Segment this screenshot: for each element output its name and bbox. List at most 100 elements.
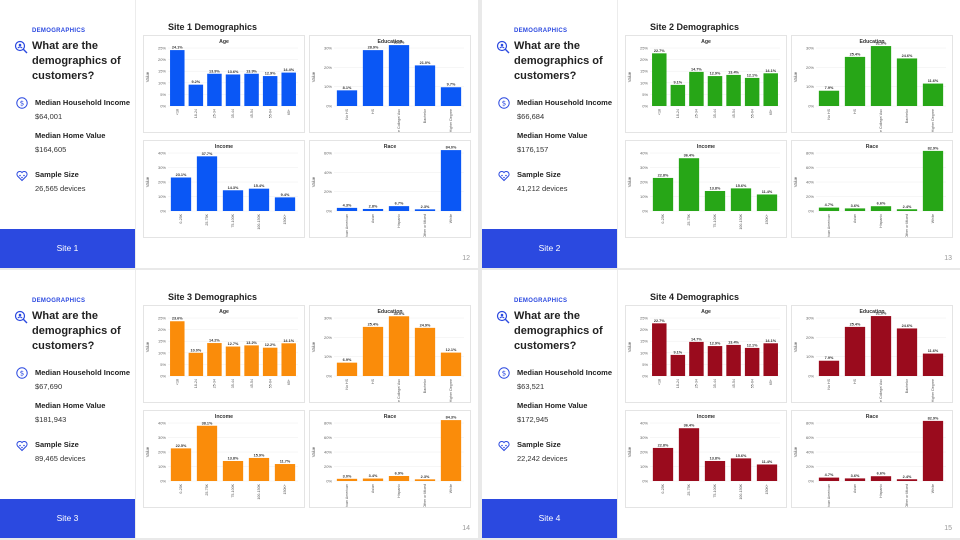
y-tick-label: 0% xyxy=(326,209,332,214)
y-axis-label: Value xyxy=(627,71,632,82)
y-tick-label: 40% xyxy=(158,421,166,426)
bar xyxy=(922,150,944,211)
chart-title: Site 4 Demographics xyxy=(650,292,740,302)
bar xyxy=(188,84,204,106)
section-tag: DEMOGRAPHICS xyxy=(32,28,86,34)
bar xyxy=(281,72,296,106)
bar xyxy=(756,464,778,481)
x-tick-label: HS xyxy=(371,378,375,384)
x-tick-label: Other or Mixed xyxy=(423,484,427,507)
bar xyxy=(707,76,723,106)
x-tick-label: 75-100K xyxy=(713,483,717,497)
bar xyxy=(222,190,244,211)
site-button[interactable]: Site 1 xyxy=(0,229,135,268)
data-label: 2.3% xyxy=(421,205,430,209)
slide-site-1: DEMOGRAPHICS What are the demographics o… xyxy=(0,0,478,268)
bar xyxy=(196,425,218,481)
data-label: 82.9% xyxy=(928,146,939,150)
x-tick-label: 25-75K xyxy=(687,213,691,225)
sample-size-value: 41,212 devices xyxy=(517,184,568,193)
education-chart: Education Value 0% 10% 20% 30% 8.1% No HS 28.9% H… xyxy=(309,35,471,133)
bar xyxy=(207,343,222,376)
y-tick-label: 10% xyxy=(640,350,648,355)
sample-size-label: Sample Size xyxy=(517,170,561,179)
bar xyxy=(922,420,944,481)
heart-network-icon xyxy=(16,170,28,182)
bar xyxy=(652,53,667,106)
y-tick-label: 20% xyxy=(158,180,166,185)
bar xyxy=(207,73,222,106)
chart-panel-title: Income xyxy=(697,144,715,150)
y-tick-label: 10% xyxy=(324,354,332,359)
y-tick-label: 20% xyxy=(806,194,814,199)
site-button[interactable]: Site 4 xyxy=(482,499,617,538)
y-axis-label: Value xyxy=(145,176,150,187)
info-panel: DEMOGRAPHICS What are the demographics o… xyxy=(0,270,136,538)
x-tick-label: <18 xyxy=(175,109,179,115)
chart-panel-title: Income xyxy=(697,414,715,420)
sample-size-value: 22,242 devices xyxy=(517,454,568,463)
data-label: 32.3% xyxy=(394,41,405,45)
page-number: 13 xyxy=(944,255,952,262)
race-chart: Race Value 0% 20% 40% 60% 80% 4.7% African Ameri… xyxy=(791,410,953,508)
y-tick-label: 15% xyxy=(158,69,166,74)
income-label: Median Household Income xyxy=(35,98,131,107)
bar xyxy=(274,464,296,481)
data-label: 15.6% xyxy=(736,184,747,188)
y-axis-label: Value xyxy=(311,446,316,457)
section-tag: DEMOGRAPHICS xyxy=(514,28,568,34)
sample-size-label: Sample Size xyxy=(35,170,79,179)
x-tick-label: 150K+ xyxy=(283,214,287,225)
data-label: 31.0% xyxy=(876,42,887,46)
bar xyxy=(336,362,358,376)
data-label: 14.1% xyxy=(283,339,294,343)
y-tick-label: 25% xyxy=(640,316,648,321)
bar xyxy=(336,90,358,106)
data-label: 6.6% xyxy=(877,202,886,206)
heart-network-icon xyxy=(498,170,510,182)
data-label: 13.8% xyxy=(710,186,721,190)
y-tick-label: 30% xyxy=(806,316,814,321)
y-tick-label: 20% xyxy=(324,65,332,70)
bar xyxy=(870,316,892,376)
chart-svg: Age Value 0% 5% 10% 15% 20% 25% 22.7% <18 9.1% 18-2… xyxy=(627,39,780,118)
bar xyxy=(896,328,918,376)
site-button[interactable]: Site 2 xyxy=(482,229,617,268)
x-tick-label: Bachelor xyxy=(905,108,909,123)
y-tick-label: 25% xyxy=(640,46,648,51)
bar xyxy=(170,321,185,376)
x-tick-label: 18-24 xyxy=(194,379,198,388)
y-tick-label: 60% xyxy=(806,165,814,170)
x-tick-label: 0-25K xyxy=(661,213,665,223)
home-value-label: Median Home Value xyxy=(35,131,106,140)
x-tick-label: 100-150K xyxy=(739,213,743,229)
y-tick-label: 0% xyxy=(326,479,332,484)
x-tick-label: 25-34 xyxy=(213,379,217,388)
bar xyxy=(281,343,296,376)
bar xyxy=(244,73,259,106)
bar xyxy=(440,352,462,376)
chart-panel-title: Age xyxy=(701,309,711,315)
age-chart: Age Value 0% 5% 10% 15% 20% 25% 23.6% <18 10.0% 18-… xyxy=(143,305,305,403)
site-button[interactable]: Site 3 xyxy=(0,499,135,538)
bar xyxy=(896,479,918,481)
x-tick-label: Some College/ Asc xyxy=(879,109,883,132)
data-label: 12.9% xyxy=(710,342,721,346)
y-tick-label: 30% xyxy=(640,165,648,170)
y-tick-label: 15% xyxy=(640,69,648,74)
bar xyxy=(388,45,410,106)
x-tick-label: No HS xyxy=(345,108,349,119)
chart-svg: Race Value 0% 20% 40% 60% 4.3% African American… xyxy=(311,144,464,237)
data-label: 13.4% xyxy=(728,340,739,344)
y-tick-label: 0% xyxy=(642,479,648,484)
y-tick-label: 30% xyxy=(324,316,332,321)
y-tick-label: 10% xyxy=(640,80,648,85)
question-heading: What are the demographics of customers? xyxy=(514,310,603,352)
x-tick-label: 65+ xyxy=(769,379,773,385)
y-tick-label: 80% xyxy=(806,421,814,426)
x-tick-label: 100-150K xyxy=(257,213,261,229)
chart-svg: Education Value 0% 10% 20% 30% 7.9% No HS 25.4% H… xyxy=(793,309,946,402)
question-heading: What are the demographics of customers? xyxy=(32,310,121,352)
bar xyxy=(414,479,436,481)
data-label: 9.1% xyxy=(674,350,683,354)
